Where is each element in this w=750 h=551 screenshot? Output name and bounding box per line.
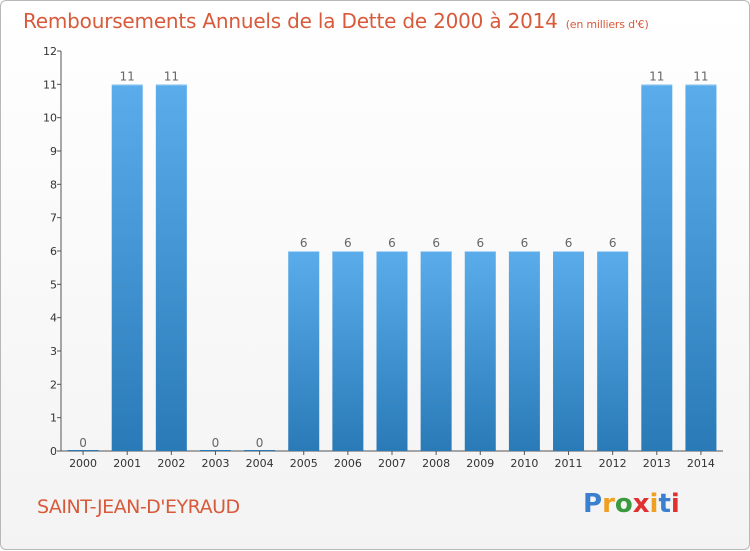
data-label: 6 (300, 236, 308, 250)
y-tick-label: 2 (50, 378, 57, 391)
bar-2009 (464, 251, 496, 451)
bar-2002 (155, 84, 187, 451)
chart-bars (67, 84, 717, 451)
title-text: Remboursements Annuels de la Dette de 20… (23, 9, 558, 33)
proxiti-logo[interactable]: Proxiti (583, 489, 680, 519)
bar-2006 (332, 251, 364, 451)
data-label: 0 (79, 436, 87, 450)
logo-letter: t (658, 489, 671, 519)
bar-2005 (288, 251, 320, 451)
logo-letter: P (583, 489, 603, 519)
x-tick-label: 2008 (422, 457, 450, 470)
data-label: 6 (344, 236, 352, 250)
chart-title: Remboursements Annuels de la Dette de 20… (23, 9, 649, 33)
bar-2011 (553, 251, 585, 451)
x-tick-label: 2010 (510, 457, 538, 470)
title-unit: (en milliers d'€) (565, 18, 649, 31)
y-tick-label: 11 (43, 78, 57, 91)
data-label: 6 (521, 236, 529, 250)
x-tick-label: 2005 (290, 457, 318, 470)
x-tick-label: 2004 (246, 457, 274, 470)
x-tick-label: 2012 (599, 457, 627, 470)
data-label: 11 (120, 69, 135, 83)
data-label: 6 (565, 236, 573, 250)
x-tick-label: 2009 (466, 457, 494, 470)
y-tick-label: 12 (43, 45, 57, 58)
x-tick-label: 2007 (378, 457, 406, 470)
logo-letter: i (670, 489, 680, 519)
bar-2010 (508, 251, 540, 451)
x-tick-label: 2001 (113, 457, 141, 470)
y-tick-label: 3 (50, 345, 57, 358)
y-tick-label: 6 (50, 245, 57, 258)
bar-2001 (111, 84, 143, 451)
data-label: 11 (649, 69, 664, 83)
bar-2014 (685, 84, 717, 451)
y-tick-label: 7 (50, 212, 57, 225)
y-tick-label: 8 (50, 178, 57, 191)
y-tick-label: 1 (50, 412, 57, 425)
x-tick-label: 2000 (69, 457, 97, 470)
x-tick-label: 2011 (555, 457, 583, 470)
bar-2013 (641, 84, 673, 451)
x-tick-label: 2003 (201, 457, 229, 470)
x-tick-label: 2006 (334, 457, 362, 470)
data-label: 0 (256, 436, 264, 450)
data-label: 11 (164, 69, 179, 83)
chart-labels: 2000 0 2001 11 2002 11 2003 0 2004 0 2005 6 2006 6 200… (69, 69, 715, 470)
y-tick-label: 9 (50, 145, 57, 158)
y-tick-label: 5 (50, 278, 57, 291)
bar-2008 (420, 251, 452, 451)
data-label: 6 (432, 236, 440, 250)
y-tick-label: 0 (50, 445, 57, 458)
x-tick-label: 2014 (687, 457, 715, 470)
logo-letter: i (649, 489, 659, 519)
y-tick-label: 10 (43, 112, 57, 125)
data-label: 6 (476, 236, 484, 250)
logo-letter: r (602, 489, 615, 519)
logo-letter: o (614, 489, 633, 519)
commune-name: SAINT-JEAN-D'EYRAUD (37, 496, 240, 518)
data-label: 0 (212, 436, 220, 450)
y-tick-label: 4 (50, 312, 57, 325)
data-label: 6 (388, 236, 396, 250)
data-label: 11 (693, 69, 708, 83)
bar-2012 (597, 251, 629, 451)
logo-letter: x (632, 489, 650, 519)
data-label: 6 (609, 236, 617, 250)
x-tick-label: 2013 (643, 457, 671, 470)
bar-2007 (376, 251, 408, 451)
x-tick-label: 2002 (157, 457, 185, 470)
